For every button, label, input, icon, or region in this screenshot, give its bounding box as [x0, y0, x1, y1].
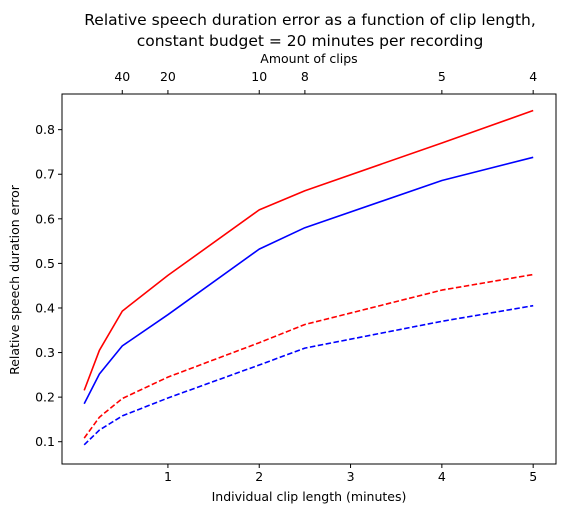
axes-frame: [61, 93, 557, 465]
top-axis-label: Amount of clips: [260, 51, 357, 66]
y-tick-label: 0.5: [35, 256, 55, 271]
top-tick-label: 4: [529, 69, 537, 84]
plot-area: 1 2 3 4 5 0.1 0.2 0.3 0.4 0.5 0.6 0.7 0.8 40 20 10 8 5 4: [35, 69, 557, 484]
x-tick-label: 5: [529, 469, 537, 484]
top-tick-label: 8: [301, 69, 309, 84]
top-tick-label: 20: [160, 69, 176, 84]
top-tick-label: 10: [251, 69, 267, 84]
y-tick-label: 0.4: [35, 300, 55, 315]
series-line-3: [83, 273, 534, 439]
x-axis-label: Individual clip length (minutes): [212, 489, 407, 504]
y-tick-label: 0.8: [35, 122, 55, 137]
series-line-1: [83, 109, 534, 391]
y-axis-label: Relative speech duration error: [7, 184, 22, 375]
series-line-4: [83, 304, 534, 446]
top-tick-label: 40: [114, 69, 130, 84]
y-tick-label: 0.6: [35, 211, 55, 226]
chart-title-line1: Relative speech duration error as a func…: [84, 11, 536, 29]
top-tick-label: 5: [438, 69, 446, 84]
chart-title-line2: constant budget = 20 minutes per recordi…: [137, 32, 484, 50]
y-tick-label: 0.7: [35, 167, 55, 182]
y-tick-label: 0.2: [35, 390, 55, 405]
series-line-2: [83, 156, 534, 405]
x-tick-label: 4: [438, 469, 446, 484]
y-tick-label: 0.1: [35, 434, 55, 449]
y-tick-label: 0.3: [35, 345, 55, 360]
x-tick-label: 2: [255, 469, 263, 484]
x-tick-label: 1: [164, 469, 172, 484]
x-tick-label: 3: [347, 469, 355, 484]
